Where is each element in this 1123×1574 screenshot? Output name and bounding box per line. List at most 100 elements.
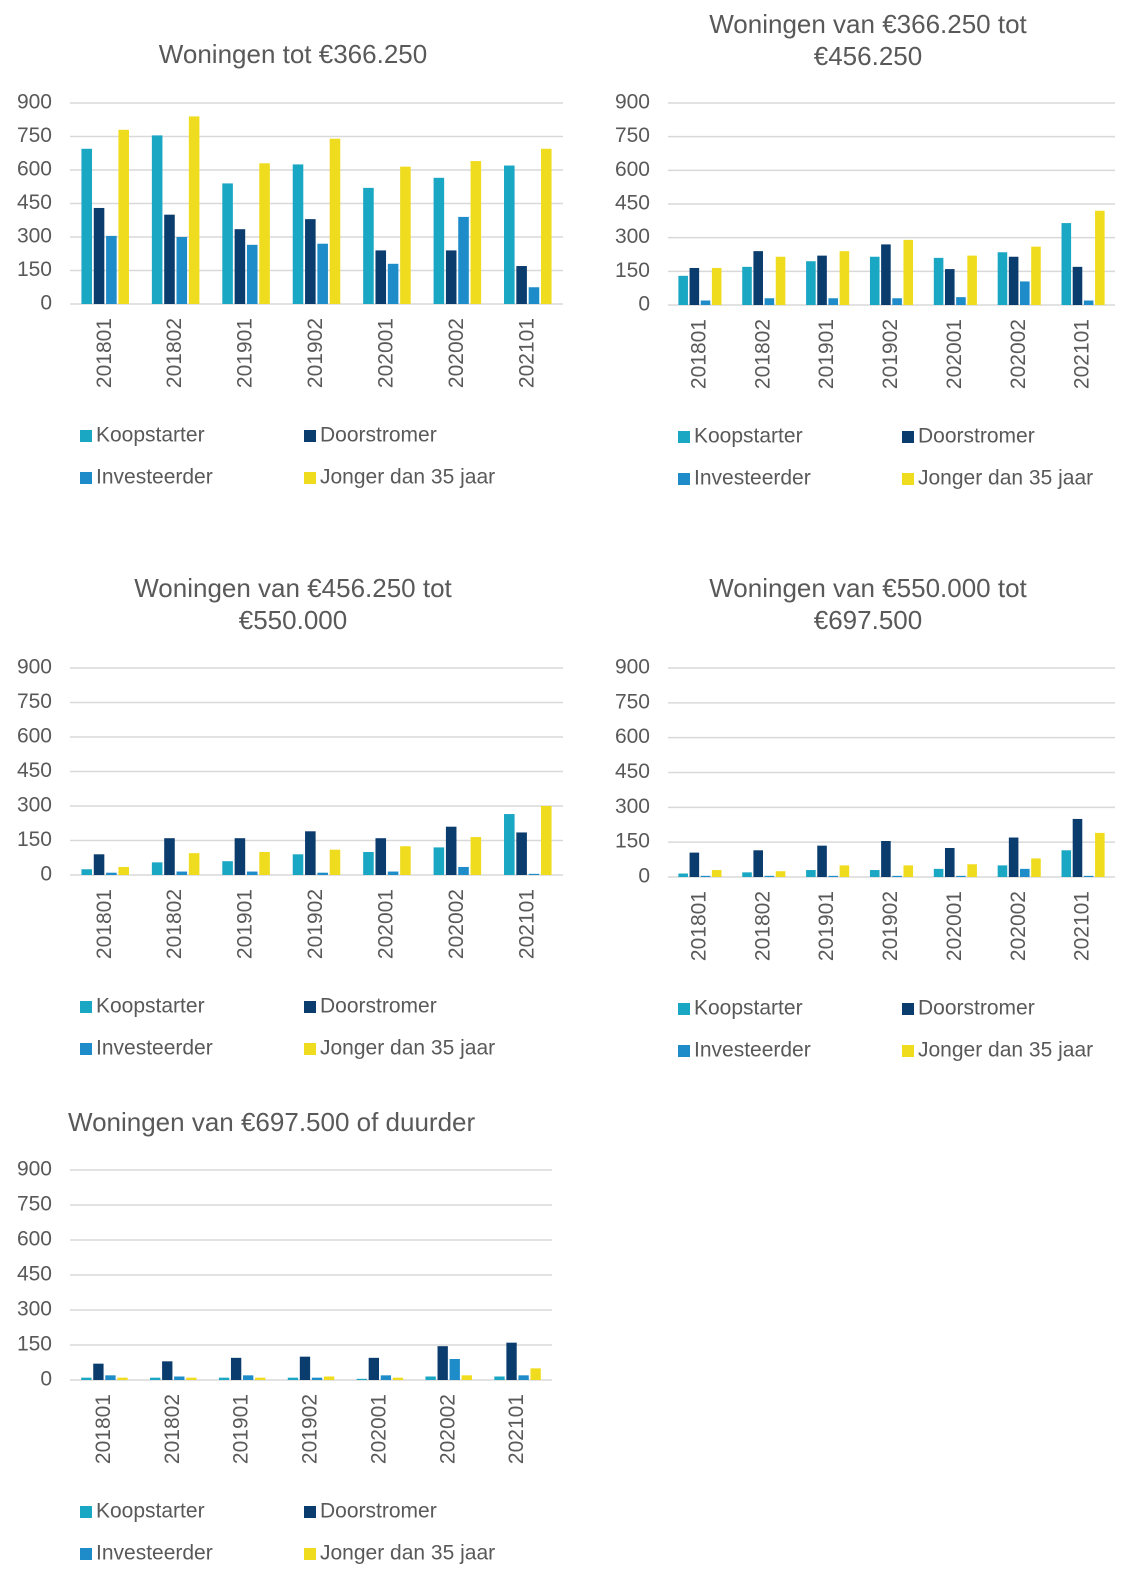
- bar: [356, 1378, 367, 1380]
- y-tick-label: 0: [40, 1368, 52, 1391]
- bar: [392, 1377, 404, 1380]
- bar: [246, 871, 258, 875]
- bar: [292, 854, 304, 875]
- bar: [311, 1377, 323, 1380]
- bar: [151, 135, 163, 304]
- y-tick-label: 0: [40, 863, 52, 886]
- chart-title: Woningen tot €366.250: [158, 39, 428, 69]
- legend-swatch: [304, 430, 316, 442]
- y-tick-label: 600: [17, 725, 52, 748]
- bar: [449, 1359, 460, 1380]
- bar: [494, 1376, 505, 1380]
- y-tick-label: 450: [615, 192, 650, 215]
- legend-swatch: [80, 472, 92, 484]
- x-tick-label: 202101: [1071, 319, 1094, 389]
- y-tick-label: 600: [17, 1228, 52, 1251]
- bar: [817, 255, 827, 305]
- bar: [956, 875, 966, 877]
- x-tick-label: 201901: [234, 889, 257, 959]
- bar: [186, 1377, 197, 1380]
- y-tick-label: 900: [615, 656, 650, 679]
- bar: [711, 870, 722, 877]
- y-tick-label: 300: [17, 1298, 52, 1321]
- bar: [234, 838, 246, 875]
- bar: [433, 177, 445, 304]
- legend-label: Investeerder: [96, 1037, 213, 1060]
- bar: [317, 243, 328, 304]
- bar: [1031, 246, 1041, 305]
- bar: [678, 873, 688, 877]
- bar: [150, 1377, 161, 1380]
- legend-label: Jonger dan 35 jaar: [320, 1037, 495, 1060]
- legend-swatch: [902, 1003, 914, 1015]
- bar: [380, 1375, 392, 1380]
- x-tick-label: 202101: [505, 1394, 528, 1464]
- bar: [176, 871, 188, 875]
- bar: [839, 251, 850, 305]
- bar: [188, 853, 200, 875]
- bar: [1008, 256, 1019, 305]
- bar: [764, 875, 775, 877]
- bar: [287, 1377, 299, 1380]
- bar: [255, 1377, 266, 1380]
- legend-swatch: [80, 1506, 92, 1518]
- x-tick-label: 201801: [92, 1394, 115, 1464]
- y-tick-label: 450: [615, 760, 650, 783]
- bar: [222, 183, 233, 304]
- legend-label: Investeerder: [96, 1542, 213, 1565]
- bar: [944, 847, 955, 877]
- bar: [81, 1377, 92, 1380]
- y-tick-label: 600: [615, 158, 650, 181]
- bar: [1083, 300, 1094, 305]
- bar: [530, 1368, 541, 1380]
- bar: [764, 298, 775, 305]
- bar: [892, 875, 902, 877]
- bar: [400, 846, 411, 875]
- x-tick-label: 202001: [374, 889, 397, 959]
- bar: [445, 250, 457, 304]
- bar: [806, 261, 816, 305]
- bar: [106, 872, 117, 875]
- x-tick-label: 201902: [304, 889, 327, 959]
- y-tick-label: 300: [615, 795, 650, 818]
- bar: [437, 1346, 448, 1380]
- bar: [997, 865, 1008, 877]
- x-tick-label: 201802: [751, 319, 774, 389]
- chart-title: Woningen van €366.250 tot €456.250: [709, 9, 1027, 71]
- bar: [375, 838, 387, 875]
- bar: [259, 852, 270, 875]
- bar: [218, 1377, 230, 1380]
- legend-swatch: [304, 1506, 316, 1518]
- bar: [881, 841, 891, 877]
- y-tick-label: 450: [17, 1263, 52, 1286]
- bar: [828, 298, 839, 305]
- legend-label: Investeerder: [694, 467, 811, 490]
- legend-swatch: [678, 473, 690, 485]
- bar: [1072, 818, 1083, 877]
- legend-label: Investeerder: [694, 1039, 811, 1062]
- x-tick-label: 202101: [1071, 891, 1094, 961]
- bar: [162, 1361, 173, 1380]
- bar: [458, 866, 469, 875]
- chart-title: Woningen van €456.250 tot €550.000: [134, 573, 452, 635]
- legend-swatch: [902, 1045, 914, 1057]
- legend-label: Jonger dan 35 jaar: [918, 1039, 1093, 1062]
- x-tick-label: 201801: [687, 891, 710, 961]
- bar: [222, 861, 233, 875]
- legend-label: Investeerder: [96, 466, 213, 489]
- y-tick-label: 450: [17, 191, 52, 214]
- y-tick-label: 300: [17, 794, 52, 817]
- legend-swatch: [902, 473, 914, 485]
- bar: [230, 1357, 242, 1380]
- legend-swatch: [678, 1045, 690, 1057]
- bar: [839, 865, 850, 877]
- bar: [329, 138, 341, 304]
- bar: [151, 862, 163, 875]
- bar: [470, 161, 482, 304]
- bar: [903, 865, 914, 877]
- y-tick-label: 0: [40, 292, 52, 315]
- y-tick-label: 300: [17, 225, 52, 248]
- y-tick-label: 750: [17, 1193, 52, 1216]
- bar: [292, 164, 304, 304]
